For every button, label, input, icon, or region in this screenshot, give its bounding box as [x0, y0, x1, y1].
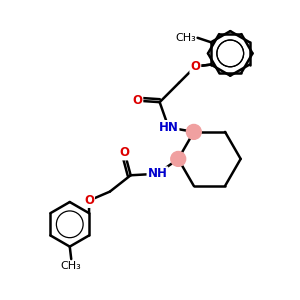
Text: O: O	[84, 194, 94, 207]
Text: CH₃: CH₃	[61, 261, 82, 271]
Text: O: O	[120, 146, 130, 160]
Circle shape	[186, 124, 201, 139]
Text: O: O	[190, 60, 200, 73]
Circle shape	[171, 152, 186, 166]
Text: O: O	[132, 94, 142, 107]
Text: HN: HN	[159, 121, 178, 134]
Text: NH: NH	[148, 167, 167, 180]
Text: CH₃: CH₃	[175, 33, 196, 43]
